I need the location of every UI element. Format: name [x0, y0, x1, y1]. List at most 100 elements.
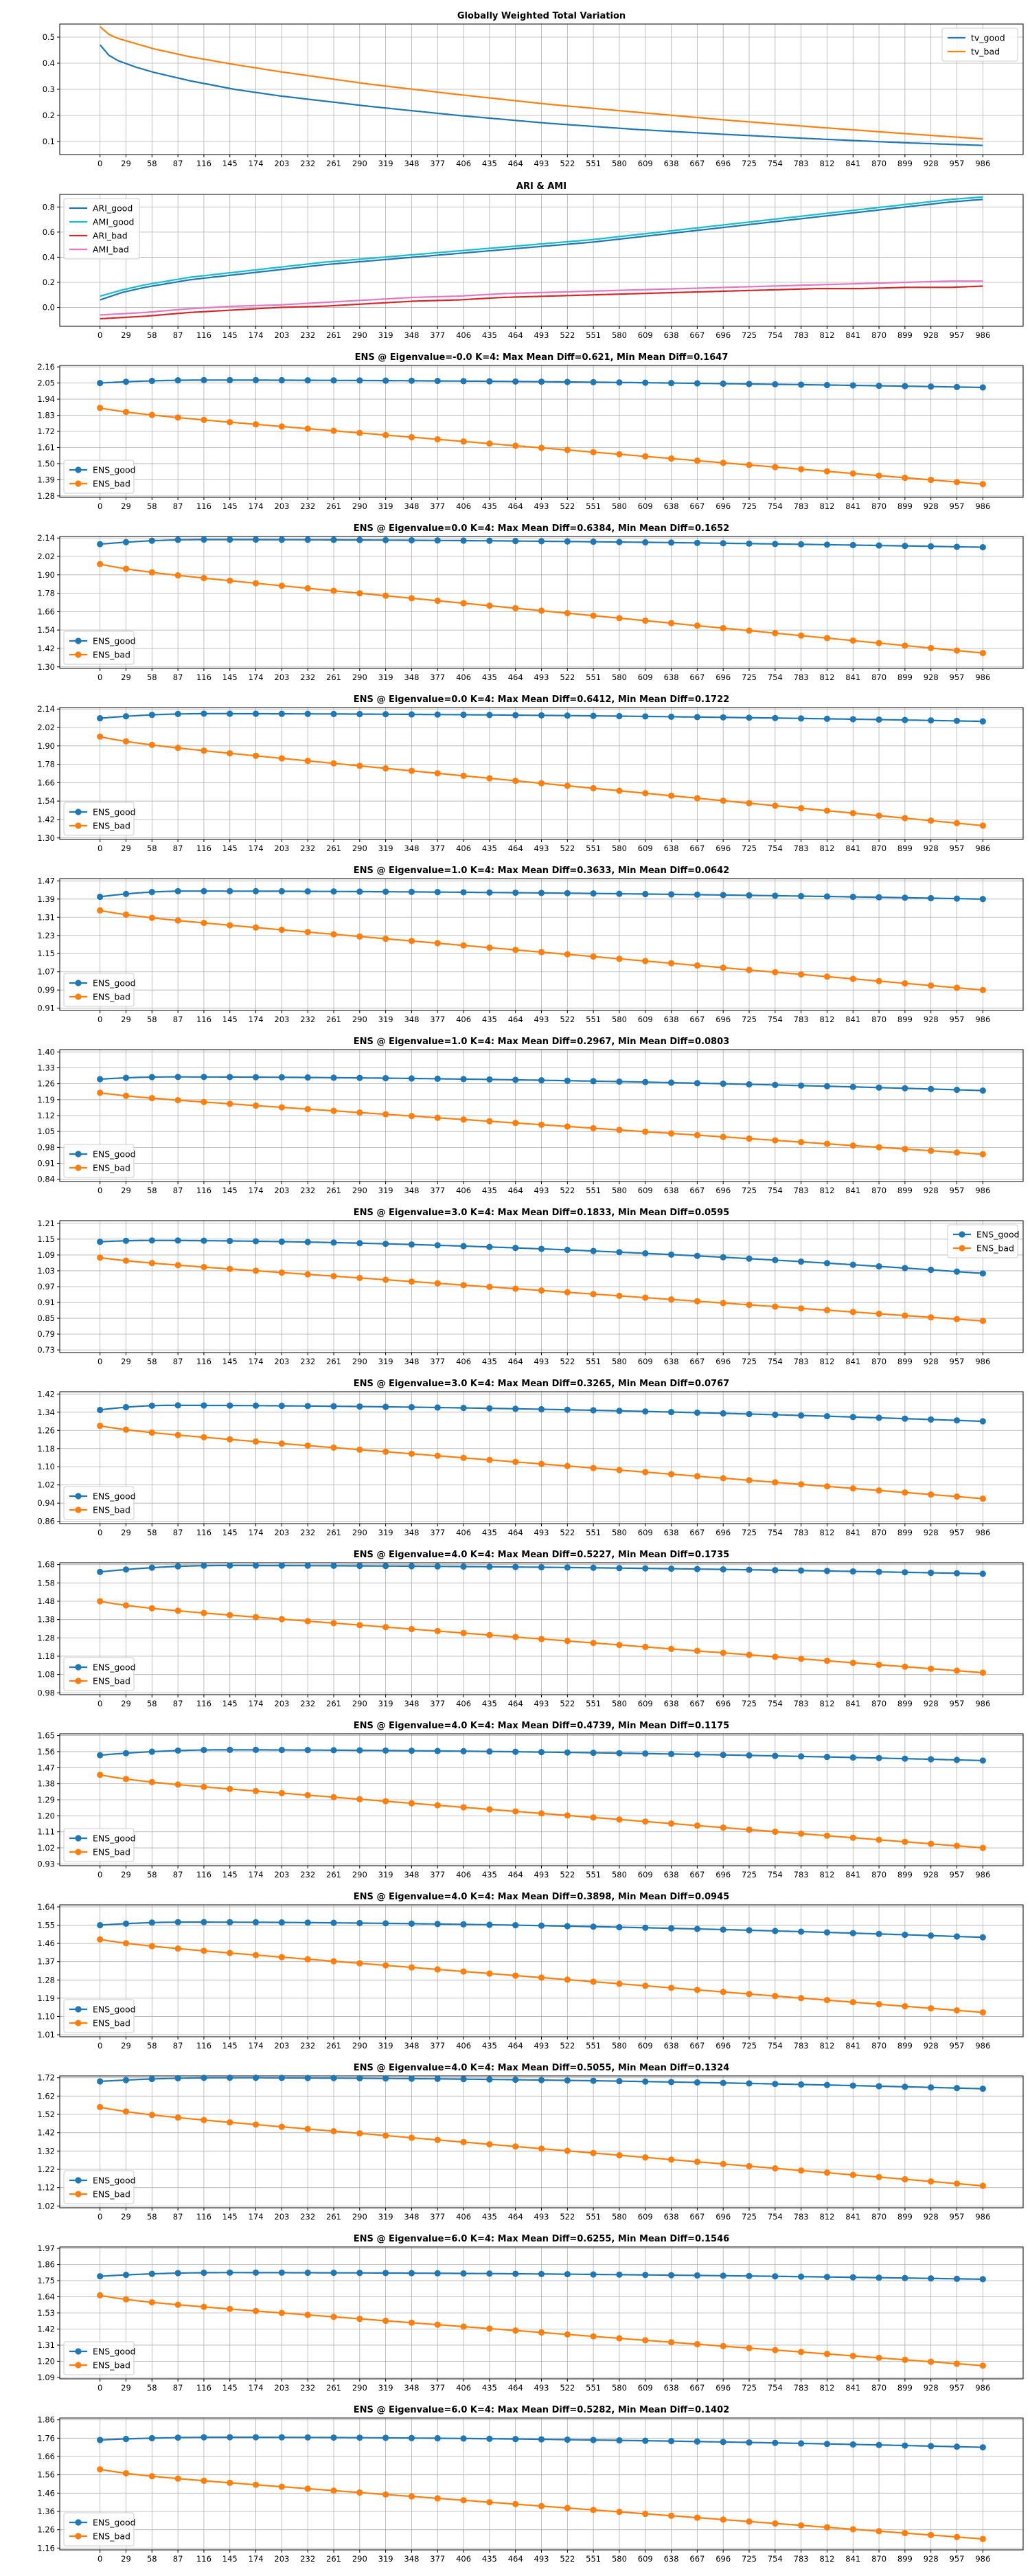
data-point-ENS_good	[953, 2443, 961, 2450]
data-point-ENS_good	[823, 2441, 831, 2448]
data-point-ENS_good	[148, 2434, 155, 2441]
data-point-ENS_good	[876, 2441, 882, 2448]
data-point-ENS_good	[849, 2274, 856, 2281]
x-tick-label: 348	[404, 2383, 419, 2393]
x-tick-label: 435	[482, 2212, 497, 2222]
data-point-ENS_bad	[953, 1842, 961, 1849]
data-point-ENS_bad	[823, 2351, 831, 2358]
data-point-ENS_good	[512, 889, 519, 896]
data-point-ENS_good	[330, 2434, 337, 2441]
y-tick-label: 1.10	[37, 2011, 55, 2021]
x-tick-label: 145	[222, 330, 238, 340]
x-tick-label: 986	[975, 1186, 990, 1195]
y-tick-label: 0.4	[43, 252, 55, 262]
data-point-ENS_good	[694, 2272, 700, 2279]
x-tick-label: 435	[482, 2554, 497, 2564]
data-point-ENS_good	[642, 1250, 649, 1257]
x-tick-label: 319	[378, 1699, 393, 1708]
subplot-13: ENS @ Eigenvalue=4.0 K=4: Max Mean Diff=…	[37, 2063, 1024, 2222]
x-tick-label: 986	[975, 1699, 990, 1708]
data-point-ENS_good	[823, 1083, 831, 1089]
data-point-ENS_good	[174, 536, 181, 543]
data-point-ENS_good	[227, 1402, 233, 1409]
y-tick-label: 1.02	[37, 1480, 55, 1490]
subplot-7: ENS @ Eigenvalue=1.0 K=4: Max Mean Diff=…	[37, 1037, 1024, 1195]
data-point-ENS_bad	[148, 2473, 155, 2480]
subplot-14: ENS @ Eigenvalue=6.0 K=4: Max Mean Diff=…	[37, 2234, 1024, 2393]
y-tick-label: 1.30	[37, 662, 55, 672]
data-point-ENS_good	[408, 1241, 415, 1248]
subplot-title: ENS @ Eigenvalue=1.0 K=4: Max Mean Diff=…	[354, 1037, 729, 1047]
legend-box	[63, 1828, 135, 1862]
legend-marker-ENS_good	[75, 1835, 82, 1842]
data-point-ENS_good	[642, 713, 649, 720]
data-point-ENS_bad	[252, 2307, 260, 2314]
x-tick-label: 464	[508, 501, 523, 511]
x-tick-label: 174	[249, 2041, 264, 2050]
data-point-ENS_bad	[746, 800, 753, 806]
data-point-ENS_bad	[953, 2533, 961, 2540]
data-point-ENS_bad	[434, 597, 441, 605]
legend-marker-ENS_bad	[75, 1677, 82, 1684]
y-tick-label: 1.72	[37, 2073, 55, 2083]
data-point-ENS_good	[642, 1078, 649, 1085]
data-point-ENS_bad	[876, 1661, 882, 1669]
data-point-ENS_good	[201, 1746, 207, 1754]
data-point-ENS_bad	[642, 1294, 649, 1301]
data-point-ENS_bad	[538, 607, 545, 614]
data-point-ENS_bad	[330, 1273, 337, 1280]
x-tick-label: 406	[456, 1699, 471, 1708]
data-point-ENS_good	[902, 716, 908, 723]
data-point-ENS_good	[953, 1268, 961, 1275]
x-tick-label: 725	[742, 1015, 757, 1024]
data-point-ENS_good	[382, 1074, 389, 1082]
x-tick-label: 667	[689, 159, 705, 168]
y-tick-label: 1.42	[37, 2128, 55, 2138]
x-tick-label: 580	[612, 2554, 627, 2564]
y-tick-label: 1.97	[37, 2244, 55, 2253]
data-point-ENS_good	[330, 2075, 337, 2081]
x-tick-label: 87	[173, 330, 183, 340]
data-point-ENS_bad	[694, 1473, 700, 1480]
x-tick-label: 986	[975, 2554, 990, 2564]
data-point-ENS_bad	[590, 1978, 597, 1985]
data-point-ENS_good	[538, 1563, 545, 1571]
data-point-ENS_bad	[227, 2119, 233, 2126]
y-tick-label: 1.19	[37, 1095, 55, 1105]
data-point-ENS_good	[953, 383, 961, 390]
legend-label-ENS_bad: ENS_bad	[93, 2360, 130, 2371]
x-tick-label: 435	[482, 1699, 497, 1708]
data-point-ENS_bad	[148, 2298, 155, 2306]
x-tick-label: 435	[482, 1357, 497, 1366]
x-tick-label: 203	[274, 1015, 289, 1024]
data-point-ENS_bad	[720, 1300, 726, 1307]
data-point-ENS_bad	[876, 2354, 882, 2362]
data-point-ENS_good	[953, 1570, 961, 1577]
x-tick-label: 377	[430, 844, 445, 853]
x-tick-label: 899	[897, 1186, 913, 1195]
data-point-ENS_good	[928, 1756, 935, 1763]
y-tick-label: 2.02	[37, 552, 55, 561]
data-point-ENS_bad	[330, 760, 337, 767]
x-tick-label: 783	[794, 2383, 809, 2393]
data-point-ENS_bad	[564, 1462, 571, 1469]
x-tick-label: 812	[819, 1357, 834, 1366]
x-tick-label: 580	[612, 2212, 627, 2222]
data-point-ENS_bad	[720, 2160, 726, 2167]
series-ENS_bad	[97, 1936, 986, 2016]
x-tick-label: 754	[768, 2554, 783, 2564]
data-point-ENS_bad	[694, 1131, 700, 1139]
legend-label-ENS_bad: ENS_bad	[93, 2189, 130, 2200]
x-tick-label: 116	[196, 2554, 211, 2564]
x-tick-label: 145	[222, 2041, 238, 2050]
data-point-ENS_bad	[953, 647, 961, 654]
data-point-ENS_bad	[512, 1458, 519, 1465]
data-point-ENS_bad	[512, 2327, 519, 2334]
x-tick-label: 87	[173, 1528, 183, 1537]
x-tick-label: 406	[456, 844, 471, 853]
x-tick-label: 145	[222, 844, 238, 853]
x-tick-label: 986	[975, 1357, 990, 1366]
x-tick-label: 522	[560, 2041, 575, 2050]
data-point-ENS_good	[979, 1757, 986, 1764]
data-point-ENS_bad	[798, 1305, 805, 1312]
